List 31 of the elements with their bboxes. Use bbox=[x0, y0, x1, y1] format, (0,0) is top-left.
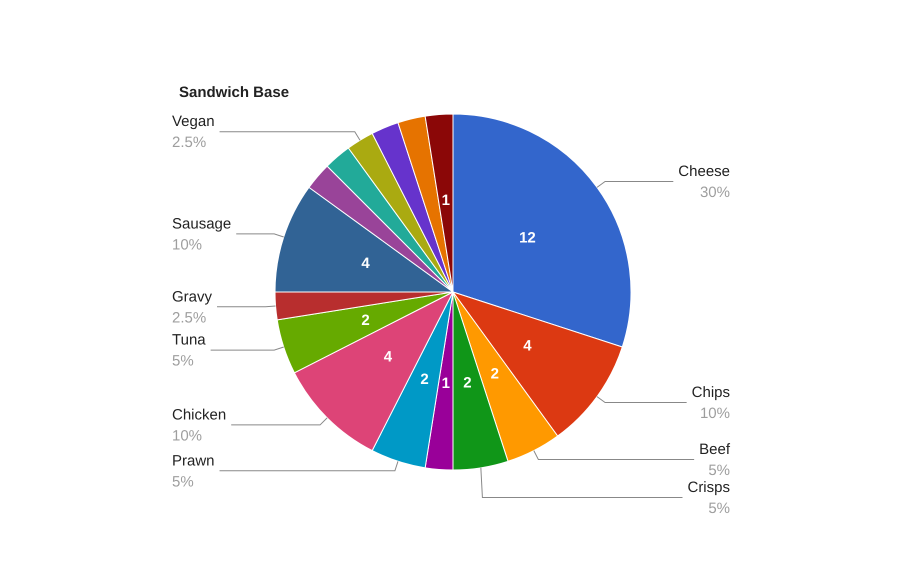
data-label: 2 bbox=[361, 312, 370, 329]
slice-label: Vegan bbox=[172, 113, 215, 130]
data-label: 2 bbox=[463, 374, 472, 392]
data-label: 2 bbox=[420, 370, 429, 388]
text: 10% bbox=[172, 427, 202, 444]
slice-label: Chips bbox=[692, 384, 730, 402]
data-label: 4 bbox=[523, 338, 532, 355]
data-label: 1 bbox=[442, 192, 450, 209]
slice-label: Sausage bbox=[172, 215, 232, 232]
slice-label: Prawn bbox=[172, 452, 215, 470]
slice-label: Chicken bbox=[172, 406, 226, 424]
text: 10% bbox=[172, 236, 202, 254]
data-label: 12 bbox=[519, 229, 536, 246]
text: 5% bbox=[708, 462, 730, 480]
text: 2.5% bbox=[172, 309, 206, 326]
slice-label: Tuna bbox=[172, 332, 206, 349]
chart-title: Sandwich Base bbox=[179, 84, 290, 101]
slice-label: Crisps bbox=[687, 479, 730, 496]
data-label: 2 bbox=[490, 365, 499, 382]
slice-label: Cheese bbox=[678, 162, 730, 180]
text: 5% bbox=[172, 473, 194, 490]
data-label: 1 bbox=[442, 375, 450, 392]
slice-label: Gravy bbox=[172, 288, 213, 306]
text: 10% bbox=[700, 405, 730, 422]
data-label: 4 bbox=[384, 348, 393, 366]
text: 5% bbox=[708, 500, 730, 518]
slice-label: Beef bbox=[699, 441, 731, 458]
data-label: 4 bbox=[361, 255, 370, 272]
text: 2.5% bbox=[172, 134, 206, 152]
text: 5% bbox=[172, 352, 194, 370]
text: 30% bbox=[700, 184, 730, 201]
